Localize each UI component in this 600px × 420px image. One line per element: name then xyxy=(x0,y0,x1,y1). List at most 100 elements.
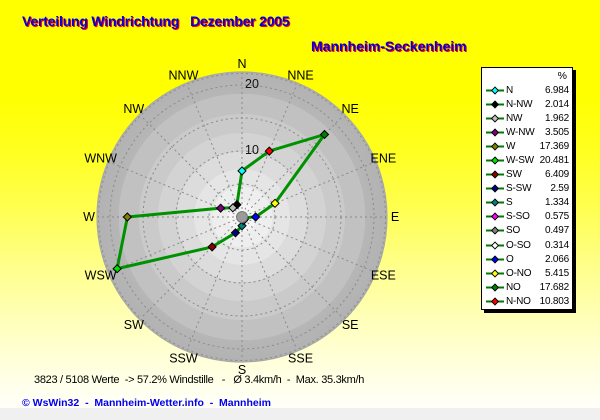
legend-percent-value: 0.314 xyxy=(544,239,569,251)
legend-direction-label: O xyxy=(506,253,514,265)
legend-marker-icon xyxy=(486,240,504,250)
legend-percent-value: 1.334 xyxy=(544,197,569,209)
footer-credits: © WsWin32 - Mannheim-Wetter.info - Mannh… xyxy=(22,397,271,409)
legend-direction-label: S-SW xyxy=(506,183,532,195)
data-point-marker xyxy=(228,203,238,213)
legend-percent-value: 6.409 xyxy=(544,169,569,181)
legend-percent-value: 6.984 xyxy=(544,84,569,96)
legend-direction-label: NW xyxy=(506,112,523,124)
legend-row: O 2.066 xyxy=(482,252,572,266)
legend-marker-icon xyxy=(486,184,504,193)
legend-marker-icon xyxy=(486,283,504,292)
legend-direction-label: W-NW xyxy=(506,126,535,138)
ring-label: SSW xyxy=(169,351,198,365)
radial-axis-tick-label: 20 xyxy=(245,77,259,91)
legend-marker-icon xyxy=(486,170,504,179)
data-point-marker xyxy=(237,221,247,231)
legend-unit-header: % xyxy=(557,70,567,82)
legend-row: S-SO 0.575 xyxy=(482,210,572,224)
ring-label: E xyxy=(391,210,399,224)
ring-label: N xyxy=(237,57,246,71)
legend-marker-icon xyxy=(486,142,504,151)
legend-direction-label: W xyxy=(506,140,516,152)
center-calm-marker xyxy=(236,211,248,223)
legend-percent-value: 10.803 xyxy=(539,295,570,307)
legend-row: O-NO 5.415 xyxy=(482,266,572,280)
data-point-marker xyxy=(112,264,122,274)
data-point-marker xyxy=(270,198,280,209)
ring-label: NW xyxy=(123,102,144,116)
legend-rows: N 6.984 N-NW 2.014 NW 1.962 W-NW 3.505 W 17.369 W-… xyxy=(482,83,572,309)
legend-row: S-SW 2.59 xyxy=(482,182,572,196)
ring-label: ENE xyxy=(371,151,397,165)
legend-marker-icon xyxy=(486,198,504,207)
data-point-marker xyxy=(237,166,247,176)
window-bottom-strip xyxy=(0,408,600,420)
legend-row: S 1.334 xyxy=(482,196,572,210)
data-point-marker xyxy=(230,228,241,238)
legend-row: SO 0.497 xyxy=(482,224,572,238)
legend-percent-value: 17.682 xyxy=(539,281,570,293)
data-point-marker xyxy=(264,146,274,156)
legend-direction-label: N-NO xyxy=(506,295,531,307)
legend-row: N-NO 10.803 xyxy=(482,294,572,308)
legend-row: N-NW 2.014 xyxy=(482,97,572,111)
data-point-marker xyxy=(319,129,330,140)
legend-marker-icon xyxy=(486,85,504,95)
data-point-marker xyxy=(207,242,217,252)
legend-marker-icon xyxy=(486,212,504,222)
legend-row: W 17.369 xyxy=(482,139,572,153)
legend-direction-label: N xyxy=(506,84,514,96)
legend-percent-value: 2.066 xyxy=(544,253,569,265)
legend-percent-value: 5.415 xyxy=(544,267,569,279)
legend-marker-icon xyxy=(486,226,504,236)
legend-percent-value: 17.369 xyxy=(539,140,570,152)
data-point-marker xyxy=(122,212,133,222)
chart-title: Verteilung Windrichtung Dezember 2005 xyxy=(22,13,290,29)
legend-direction-label: SW xyxy=(506,169,522,181)
ring-label: SSE xyxy=(288,351,313,365)
legend-marker-icon xyxy=(486,114,504,123)
ring-label: W xyxy=(83,210,95,224)
legend-direction-label: W-SW xyxy=(506,155,534,167)
ring-label: NNW xyxy=(169,69,199,83)
ring-label: S xyxy=(238,363,246,377)
legend-marker-icon xyxy=(486,156,504,165)
legend-marker-icon xyxy=(486,297,504,306)
wind-rose-chart: 10 20 N NNE NE ENE E ESE SE SSE S SSW SW WSW W WNW NW NNW xyxy=(83,57,399,377)
legend-percent-value: 0.575 xyxy=(544,211,569,223)
legend-percent-value: 3.505 xyxy=(544,126,569,138)
legend-direction-label: SO xyxy=(506,225,521,237)
data-point-marker xyxy=(215,203,226,213)
legend-marker-icon xyxy=(486,269,504,278)
legend-row: NO 17.682 xyxy=(482,280,572,294)
legend-percent-value: 0.497 xyxy=(544,225,569,237)
legend-row: N 6.984 xyxy=(482,83,572,97)
ring-label: ESE xyxy=(371,269,396,283)
ring-label: WSW xyxy=(85,269,117,283)
ring-label: NE xyxy=(341,102,358,116)
ring-label: SW xyxy=(124,318,144,332)
legend-percent-value: 2.014 xyxy=(544,98,569,110)
legend-row: O-SO 0.314 xyxy=(482,238,572,252)
legend-direction-label: O-NO xyxy=(506,267,532,279)
radial-axis-tick-label: 10 xyxy=(245,143,259,157)
legend-percent-value: 2.59 xyxy=(550,183,569,195)
legend-marker-icon xyxy=(486,128,504,137)
legend-direction-label: O-SO xyxy=(506,239,531,251)
legend-direction-label: S-SO xyxy=(506,211,530,223)
legend: % N 6.984 N-NW 2.014 NW 1.962 W-NW 3.505 W 17.369… xyxy=(481,67,573,310)
legend-marker-icon xyxy=(486,255,504,264)
legend-row: SW 6.409 xyxy=(482,168,572,182)
legend-marker-icon xyxy=(486,99,504,109)
station-name: Mannheim-Seckenheim xyxy=(311,38,467,54)
legend-row: NW 1.962 xyxy=(482,111,572,125)
legend-percent-value: 20.481 xyxy=(539,155,570,167)
ring-label: WNW xyxy=(84,151,117,165)
legend-row: W-SW 20.481 xyxy=(482,153,572,167)
legend-row: W-NW 3.505 xyxy=(482,125,572,139)
legend-percent-value: 1.962 xyxy=(544,112,569,124)
legend-direction-label: S xyxy=(506,197,513,209)
data-point-marker xyxy=(250,212,261,222)
